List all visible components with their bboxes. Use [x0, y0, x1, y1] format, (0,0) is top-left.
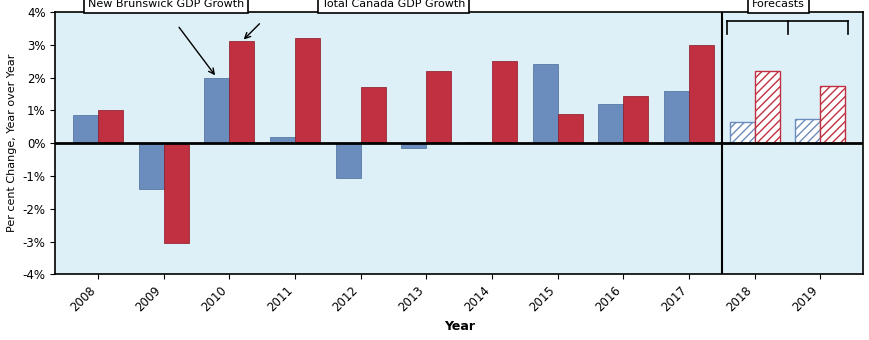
- Bar: [532, 65, 557, 143]
- X-axis label: Year: Year: [443, 320, 474, 333]
- Bar: [557, 114, 582, 143]
- Bar: [361, 87, 385, 143]
- Bar: [426, 71, 451, 143]
- Bar: [467, 141, 491, 143]
- Bar: [73, 115, 98, 143]
- Bar: [295, 38, 320, 143]
- Bar: [335, 143, 361, 178]
- Bar: [138, 143, 163, 189]
- Bar: [163, 143, 189, 243]
- Y-axis label: Per cent Change, Year over Year: Per cent Change, Year over Year: [7, 54, 17, 233]
- Text: Forecasts: Forecasts: [751, 0, 804, 9]
- Text: New Brunswick GDP Growth: New Brunswick GDP Growth: [88, 0, 243, 9]
- Bar: [622, 96, 647, 143]
- Bar: [663, 91, 688, 143]
- Bar: [401, 143, 426, 148]
- Bar: [688, 45, 713, 143]
- Bar: [229, 41, 254, 143]
- Bar: [753, 71, 779, 143]
- Bar: [729, 122, 753, 143]
- Bar: [98, 110, 123, 143]
- Text: Total Canada GDP Growth: Total Canada GDP Growth: [322, 0, 465, 9]
- Bar: [269, 137, 295, 143]
- Bar: [819, 86, 845, 143]
- Bar: [794, 119, 819, 143]
- Bar: [204, 78, 229, 143]
- Bar: [598, 104, 622, 143]
- Bar: [491, 61, 516, 143]
